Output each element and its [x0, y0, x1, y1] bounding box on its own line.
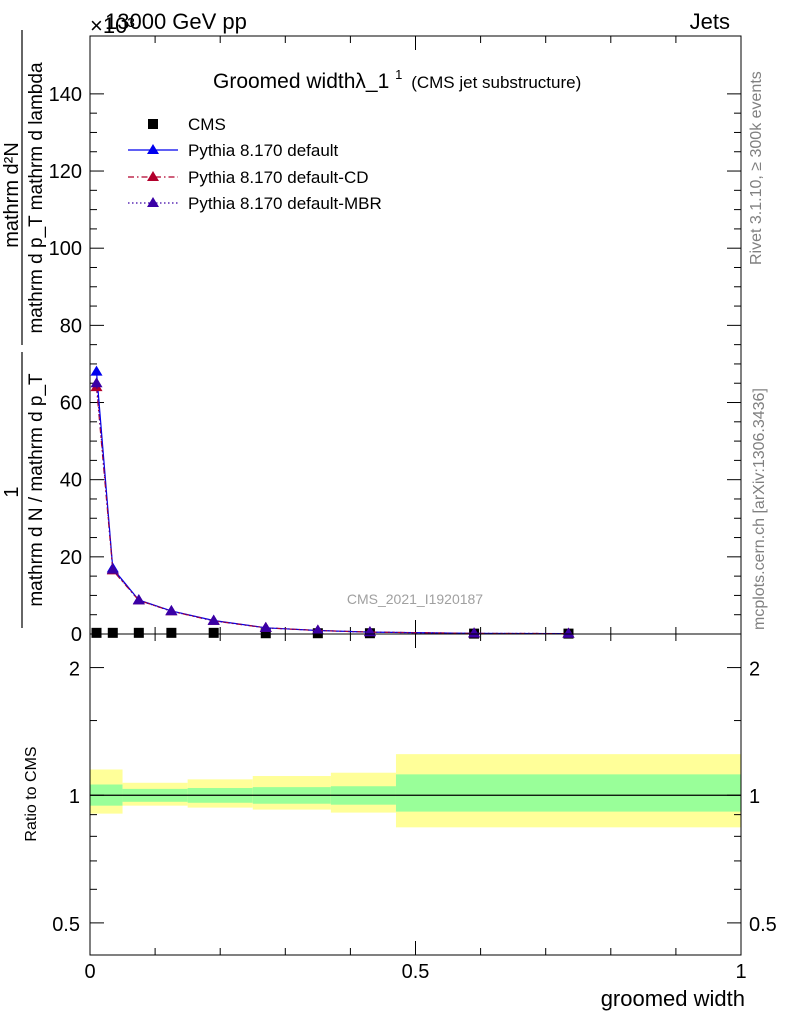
data-point-pythia-8-170-default-mbr [259, 621, 272, 632]
ratio-y-tick-label-right: 2 [749, 659, 760, 681]
data-point-pythia-8-170-default-mbr [106, 563, 119, 574]
energy-label: 13000 GeV pp [105, 9, 247, 34]
main-y-tick-label: 100 [49, 238, 82, 260]
legend-marker-default-mbr [147, 197, 159, 207]
data-point-cms [260, 628, 271, 639]
main-y-tick-label: 20 [60, 547, 82, 569]
data-point-pythia-8-170-default-mbr [207, 614, 220, 625]
ratio-bands [90, 754, 741, 828]
legend-marker-default-cd [147, 171, 159, 181]
data-point-cms [107, 627, 118, 638]
rivet-label: Rivet 3.1.10, ≥ 300k events [748, 71, 765, 265]
y-label-top-num: 1 [1, 486, 23, 497]
y-label-right-num: mathrm d²N [1, 142, 23, 248]
main-series-group [90, 365, 575, 639]
ratio-y-tick-label: 2 [69, 659, 80, 681]
x-axis-label: groomed width [601, 986, 745, 1011]
analysis-id: CMS_2021_I1920187 [347, 591, 483, 607]
legend-label-cms: CMS [188, 115, 226, 134]
ratio-y-ticks: 0.5 0.5 1 1 2 2 [52, 659, 777, 936]
ratio-x-tick-label: 1 [735, 961, 746, 983]
ratio-y-label: Ratio to CMS [23, 746, 40, 841]
data-point-pythia-8-170-default-mbr [165, 605, 178, 616]
data-point-pythia-8-170-default-mbr [132, 594, 145, 605]
data-point-pythia-8-170-default-mbr [311, 624, 324, 635]
main-y-tick-label: 40 [60, 470, 82, 492]
data-point-pythia-8-170-default-mbr [90, 377, 103, 388]
chart-title-sup: 1 [395, 67, 402, 82]
main-y-ticks: 0 20 40 60 80 100 120 140 [49, 36, 742, 646]
exponent-label: ×10³ [90, 13, 135, 38]
series-line-pythia-8-170-default [95, 371, 569, 635]
data-point-pythia-8-170-default-mbr [562, 627, 575, 638]
ratio-x-tick-label: 0 [84, 961, 95, 983]
ratio-y-tick-label-right: 1 [749, 786, 760, 808]
main-y-tick-label: 140 [49, 84, 82, 106]
y-label-right-den: mathrm d p_T mathrm d lambda [26, 62, 47, 333]
main-y-tick-label: 0 [71, 624, 82, 646]
legend-marker-cms [148, 119, 158, 129]
chart-title: Groomed widthλ_1 1 (CMS jet substructure… [213, 61, 581, 93]
mcplots-label: mcplots.cern.ch [arXiv:1306.3436] [751, 388, 768, 630]
ratio-y-tick-label: 0.5 [52, 914, 80, 936]
process-label: Jets [690, 9, 730, 34]
legend-label-default-mbr: Pythia 8.170 default-MBR [188, 194, 382, 213]
main-y-label: 1 mathrm d N / mathrm d p_T mathrm d²N m… [1, 30, 47, 628]
main-y-tick-label: 120 [49, 161, 82, 183]
data-point-cms [208, 627, 219, 638]
ratio-y-tick-label: 1 [69, 786, 80, 808]
legend-label-default-cd: Pythia 8.170 default-CD [188, 168, 369, 187]
legend-marker-default [147, 144, 159, 154]
y-label-top-den: mathrm d N / mathrm d p_T [26, 373, 47, 607]
main-y-tick-label: 60 [60, 393, 82, 415]
series-line-pythia-8-170-default-mbr [95, 383, 569, 635]
ratio-y-tick-label-right: 0.5 [749, 914, 777, 936]
data-point-pythia-8-170-default [90, 365, 103, 376]
series-line-pythia-8-170-default-cd [95, 387, 569, 635]
ratio-x-ticks: 0 0.5 1 [84, 634, 747, 983]
data-point-cms [166, 627, 177, 638]
ratio-x-tick-label: 0.5 [402, 961, 430, 983]
legend: CMS Pythia 8.170 default Pythia 8.170 de… [128, 115, 382, 213]
chart-title-suffix: (CMS jet substructure) [411, 73, 581, 92]
main-y-tick-label: 80 [60, 315, 82, 337]
legend-label-default: Pythia 8.170 default [188, 141, 339, 160]
data-point-cms [133, 627, 144, 638]
data-point-pythia-8-170-default-mbr [468, 627, 481, 638]
ratio-stat-band [395, 774, 741, 812]
data-point-cms [91, 627, 102, 638]
chart-title-main: Groomed widthλ_1 [213, 70, 389, 93]
